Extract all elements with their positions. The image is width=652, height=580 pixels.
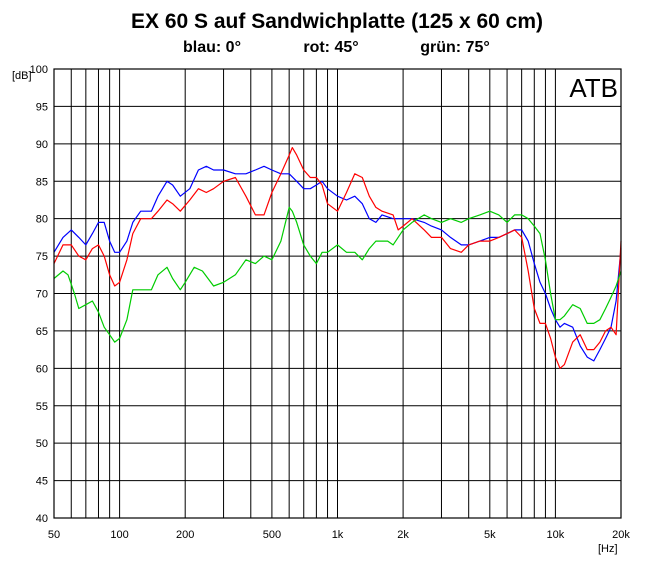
x-axis-ticks: 50 100 200 500 1k 2k 5k 10k 20k (48, 529, 630, 541)
y-tick-label: 55 (36, 401, 48, 413)
y-tick-label: 45 (36, 476, 48, 488)
series-blue-0deg (53, 165, 622, 362)
series-lines (53, 147, 622, 369)
series-red-45deg (53, 147, 622, 369)
x-tick-label: 10k (547, 529, 565, 541)
y-tick-label: 70 (36, 289, 48, 301)
legend-green-label: grün: 75° (420, 39, 490, 56)
x-tick-label: 500 (263, 529, 281, 541)
x-tick-label: 200 (176, 529, 194, 541)
series-green-75deg (53, 206, 622, 343)
atb-badge: ATB (569, 73, 618, 103)
y-tick-label: 90 (36, 139, 48, 151)
y-axis-ticks: 100 95 90 85 80 75 70 65 60 55 50 45 40 (30, 64, 48, 525)
x-tick-label: 20k (612, 529, 630, 541)
x-tick-label: 50 (48, 529, 60, 541)
y-tick-label: 60 (36, 363, 48, 375)
plot-frame (53, 68, 622, 519)
y-tick-label: 80 (36, 214, 48, 226)
y-tick-label: 85 (36, 176, 48, 188)
legend-blue-label: blau: 0° (183, 39, 241, 56)
y-tick-label: 75 (36, 251, 48, 263)
y-axis-unit: [dB] (12, 70, 32, 82)
chart-title: EX 60 S auf Sandwichplatte (125 x 60 cm) (131, 10, 543, 33)
x-tick-label: 1k (332, 529, 344, 541)
badge-background (570, 72, 622, 104)
y-tick-label: 50 (36, 438, 48, 450)
x-tick-label: 2k (397, 529, 409, 541)
y-tick-label: 95 (36, 101, 48, 113)
x-tick-label: 100 (110, 529, 128, 541)
y-tick-label: 65 (36, 326, 48, 338)
y-tick-label: 100 (30, 64, 48, 76)
legend-red-label: rot: 45° (303, 39, 358, 56)
x-tick-label: 5k (484, 529, 496, 541)
y-tick-label: 40 (36, 513, 48, 525)
x-axis-unit: [Hz] (598, 543, 618, 555)
